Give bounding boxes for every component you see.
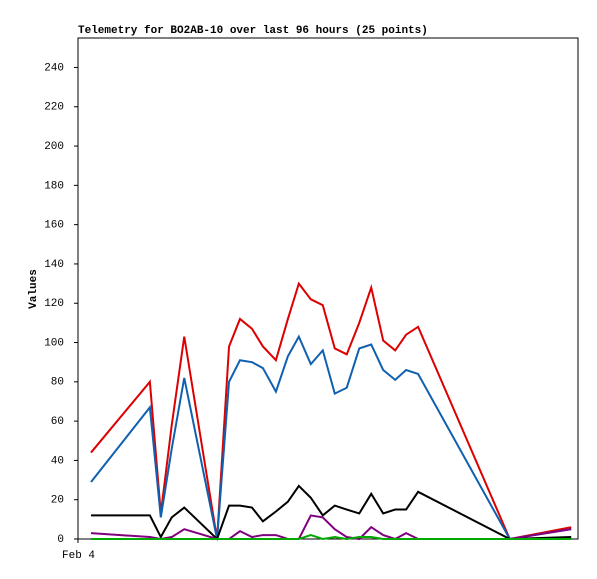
series-line: [90, 281, 572, 541]
y-tick-label: 100: [44, 337, 64, 349]
y-tick-label: 160: [44, 220, 64, 232]
y-tick-label: 20: [51, 495, 64, 507]
y-tick-label: 80: [51, 377, 64, 389]
y-tick-label: 240: [44, 62, 64, 74]
plot-frame: [77, 37, 579, 540]
y-tick-label: 200: [44, 141, 64, 153]
x-tick-label: Feb 4: [62, 550, 95, 562]
y-tick-label: 220: [44, 102, 64, 114]
y-tick-label: 0: [57, 534, 64, 546]
series-line: [91, 484, 572, 541]
y-tick-label: 60: [51, 416, 64, 428]
y-axis-label: Values: [28, 269, 40, 309]
series-line: [90, 334, 572, 541]
y-tick-label: 180: [44, 180, 64, 192]
chart-title: Telemetry for BO2AB-10 over last 96 hour…: [78, 25, 428, 37]
y-tick-label: 140: [44, 259, 64, 271]
series-line: [91, 534, 572, 541]
y-tick-label: 120: [44, 298, 64, 310]
y-tick-label: 40: [51, 455, 64, 467]
